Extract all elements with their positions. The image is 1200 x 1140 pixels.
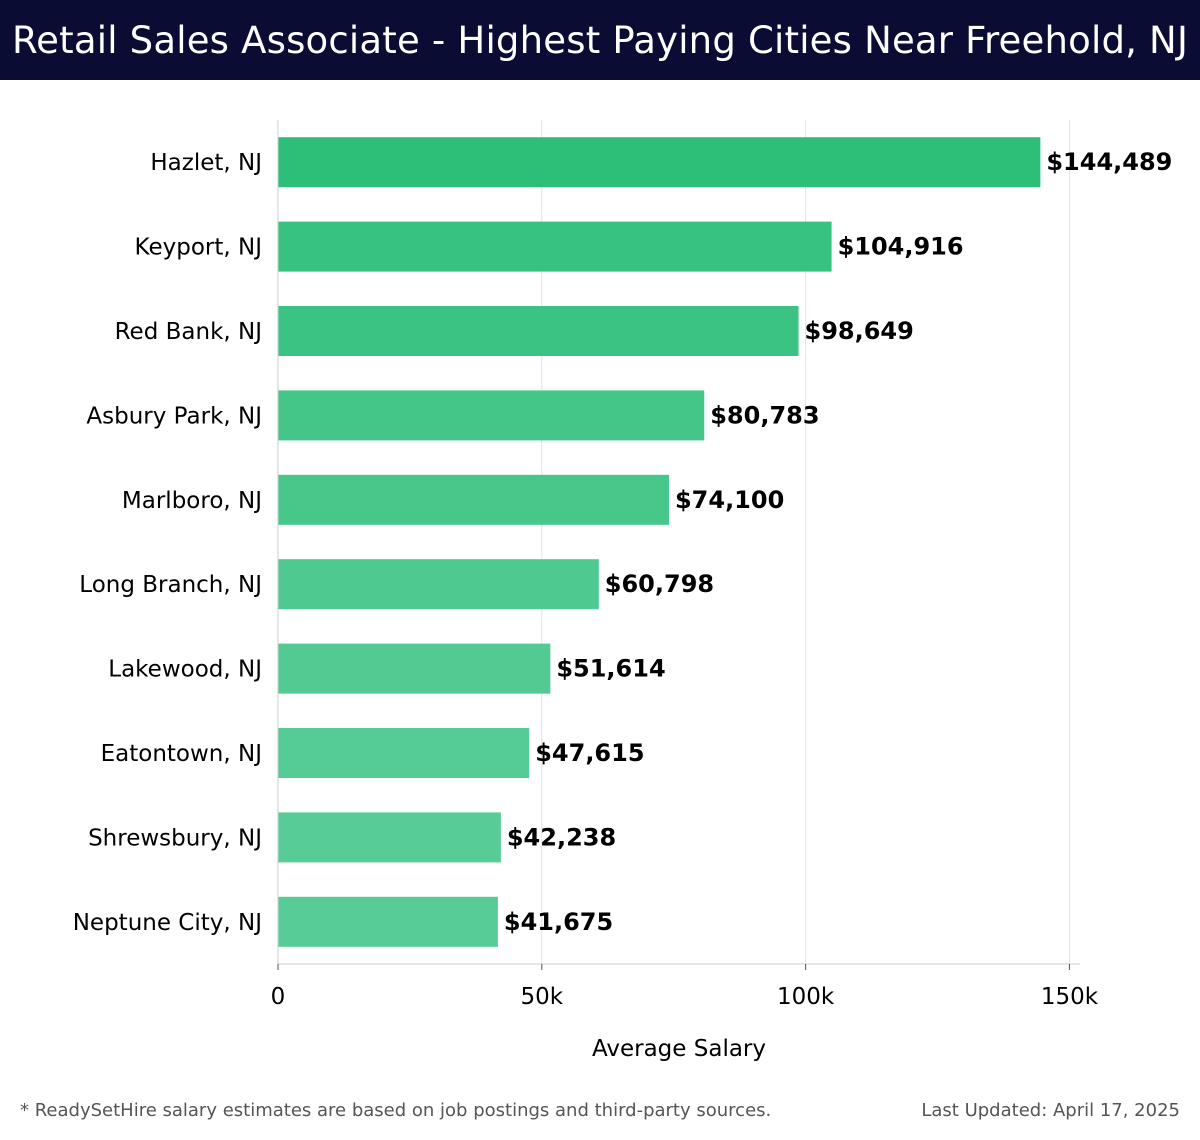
chart-header: Retail Sales Associate - Highest Paying … xyxy=(0,0,1200,80)
salary-bar-chart: $144,489 Hazlet, NJ $104,916 Keyport, NJ $98… xyxy=(73,120,1172,1062)
bar xyxy=(278,812,501,863)
bar-value-label: $104,916 xyxy=(838,233,964,261)
bar xyxy=(278,728,530,778)
bar-value-label: $98,649 xyxy=(805,317,914,345)
category-label: Eatontown, NJ xyxy=(101,741,262,767)
page-title: Retail Sales Associate - Highest Paying … xyxy=(11,18,1189,62)
category-label: Shrewsbury, NJ xyxy=(88,825,262,851)
x-tick-label: 150k xyxy=(1041,984,1099,1010)
x-axis-label: Average Salary xyxy=(592,1036,766,1062)
bar xyxy=(278,474,669,525)
category-label: Keyport, NJ xyxy=(135,235,262,261)
category-label: Marlboro, NJ xyxy=(122,488,262,514)
bar xyxy=(278,896,498,947)
bar xyxy=(278,390,705,441)
bar xyxy=(278,643,551,694)
bar-value-label: $144,489 xyxy=(1046,148,1172,176)
category-label: Long Branch, NJ xyxy=(79,572,262,598)
bar-value-label: $74,100 xyxy=(675,486,784,514)
last-updated: Last Updated: April 17, 2025 xyxy=(921,1100,1180,1121)
category-label: Hazlet, NJ xyxy=(150,150,262,176)
category-label: Red Bank, NJ xyxy=(115,319,262,345)
bar-value-label: $60,798 xyxy=(605,570,714,598)
bar-value-label: $42,238 xyxy=(507,823,616,851)
footer-note: * ReadySetHire salary estimates are base… xyxy=(20,1100,772,1121)
bar-value-label: $51,614 xyxy=(556,655,665,683)
bar-value-label: $47,615 xyxy=(535,739,644,767)
bar xyxy=(278,559,599,610)
x-tick-label: 100k xyxy=(777,984,835,1010)
bar-value-label: $80,783 xyxy=(710,401,819,429)
category-label: Neptune City, NJ xyxy=(73,910,262,936)
bar xyxy=(278,306,799,356)
x-tick-label: 50k xyxy=(521,984,564,1010)
category-label: Lakewood, NJ xyxy=(108,657,262,683)
x-tick-label: 0 xyxy=(271,984,286,1010)
category-label: Asbury Park, NJ xyxy=(86,403,262,429)
bar xyxy=(278,137,1041,188)
bar xyxy=(278,221,832,272)
bar-value-label: $41,675 xyxy=(504,908,613,936)
